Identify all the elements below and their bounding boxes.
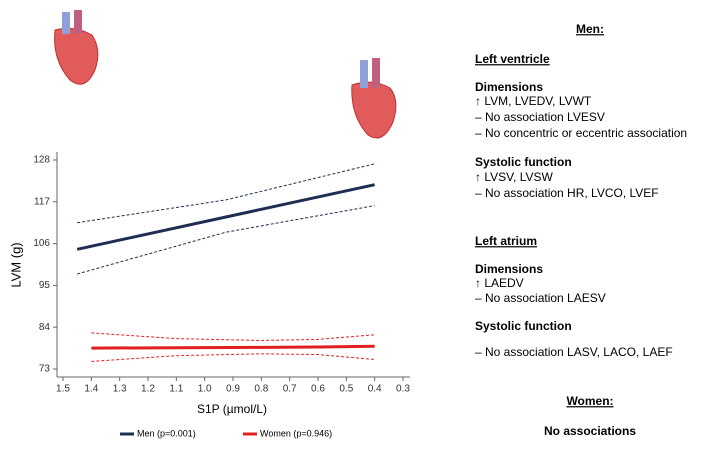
y-tick-label: 128 [33,155,50,166]
x-tick-label: 0.3 [396,384,410,395]
x-tick-label: 1.1 [169,384,183,395]
line [91,344,375,350]
x-tick-label: 0.5 [339,384,353,395]
y-tick-label: 117 [34,196,50,207]
heart-icon [351,58,397,139]
group-title: Systolic function [475,155,572,169]
item: – No association HR, LVCO, LVEF [475,186,659,200]
ci-lower [91,353,375,362]
women-text: No associations [544,424,636,438]
item: – No association LVESV [475,110,605,124]
women-heading: Women: [566,394,613,408]
x-tick-label: 1.4 [84,384,98,395]
ci-upper [91,332,375,342]
item: – No concentric or eccentric association [475,126,687,140]
item: ↑ LVSV, LVSW [475,170,553,184]
item: ↑ LVM, LVEDV, LVWT [475,94,592,108]
x-tick-label: 1.0 [198,384,212,395]
x-axis-label: S1P (µmol/L) [197,402,267,416]
legend-label: Men (p=0.001) [137,428,196,438]
ci-upper [77,163,375,224]
y-tick-label: 95 [39,280,51,291]
y-axis-label: LVM (g) [8,242,23,287]
men-heading: Men: [576,22,604,36]
section-heading: Left ventricle [475,52,550,66]
group-title: Systolic function [475,319,572,333]
x-tick-label: 0.9 [226,384,240,395]
x-tick-label: 1.3 [113,384,127,395]
section-heading: Left atrium [475,234,537,248]
item: – No association LAESV [475,291,606,305]
x-tick-label: 1.2 [141,384,155,395]
x-tick-label: 0.6 [311,384,325,395]
x-tick-label: 0.4 [368,384,382,395]
x-tick-label: 1.5 [56,384,70,395]
x-tick-label: 0.7 [283,384,297,395]
line [76,183,375,251]
y-tick-label: 106 [33,238,50,249]
group-title: Dimensions [475,262,543,276]
item: ↑ LAEDV [475,276,524,290]
x-tick-label: 0.8 [254,384,268,395]
y-tick-label: 73 [39,364,51,375]
y-tick-label: 84 [39,322,51,333]
legend-label: Women (p=0.946) [260,428,332,438]
group-title: Dimensions [475,80,543,94]
ci-lower [77,205,375,275]
heart-icon [54,10,99,85]
item: – No association LASV, LACO, LAEF [475,345,673,359]
